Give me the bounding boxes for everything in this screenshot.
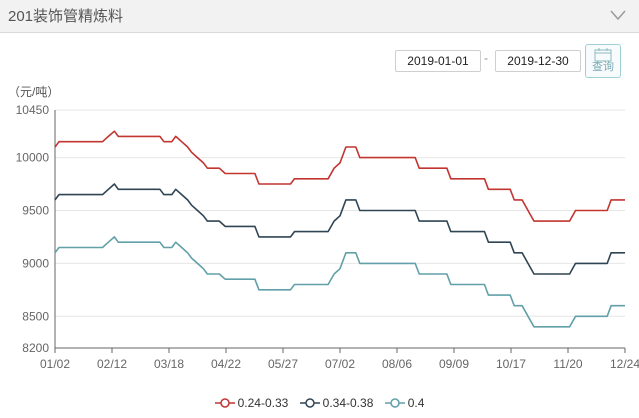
legend-marker-s2 (299, 398, 320, 408)
series-line-1 (54, 130, 625, 222)
x-tick-label: 12/24 (610, 357, 639, 371)
query-button[interactable]: 查询 (585, 44, 621, 78)
legend-item-s2[interactable]: 0.34-0.38 (299, 396, 374, 410)
y-tick-label: 8200 (22, 341, 49, 355)
y-axis-unit: （元/吨） (8, 85, 60, 99)
legend-item-s3[interactable]: 0.4 (384, 396, 425, 410)
x-tick-label: 07/02 (325, 357, 355, 371)
x-tick-label: 08/06 (382, 357, 412, 371)
chevron-down-icon[interactable] (609, 8, 627, 22)
x-tick-label: 04/22 (211, 357, 241, 371)
x-tick-label: 02/12 (97, 357, 127, 371)
date-separator: - (484, 51, 488, 65)
x-tick-label: 01/02 (40, 357, 70, 371)
x-tick-label: 11/20 (553, 357, 582, 371)
grid-layer (55, 109, 625, 317)
y-tick-label: 10450 (16, 103, 50, 117)
calendar-icon (594, 48, 612, 62)
legend-label-s2: 0.34-0.38 (322, 396, 374, 410)
y-tick-label: 9500 (22, 203, 49, 217)
legend-marker-s3 (384, 398, 405, 408)
series-layer (54, 130, 625, 328)
legend-label-s1: 0.24-0.33 (237, 396, 289, 410)
start-date-input[interactable]: 2019-01-01 (395, 50, 481, 72)
x-tick-label: 03/18 (154, 357, 184, 371)
y-tick-label: 10000 (16, 151, 50, 165)
chart-legend: 0.24-0.33 0.34-0.38 0.4 (0, 396, 639, 412)
legend-item-s1[interactable]: 0.24-0.33 (214, 396, 289, 410)
x-tick-label: 10/17 (496, 357, 526, 371)
series-line-2 (54, 183, 625, 275)
end-date-input[interactable]: 2019-12-30 (495, 50, 581, 72)
y-tick-label: 8500 (22, 309, 49, 323)
legend-marker-s1 (214, 398, 235, 408)
query-button-label: 查询 (592, 61, 614, 73)
panel-title: 201装饰管精炼料 (8, 8, 124, 25)
panel-header: 201装饰管精炼料 (0, 0, 639, 33)
y-tick-label: 9000 (22, 256, 49, 270)
legend-label-s3: 0.4 (407, 396, 425, 410)
x-tick-label: 09/09 (439, 357, 469, 371)
axis-layer: 8200 8500 9000 9500 10000 10450 01/02 02/12 03/1… (16, 103, 639, 371)
x-tick-label: 05/27 (268, 357, 298, 371)
series-line-3 (54, 236, 625, 328)
